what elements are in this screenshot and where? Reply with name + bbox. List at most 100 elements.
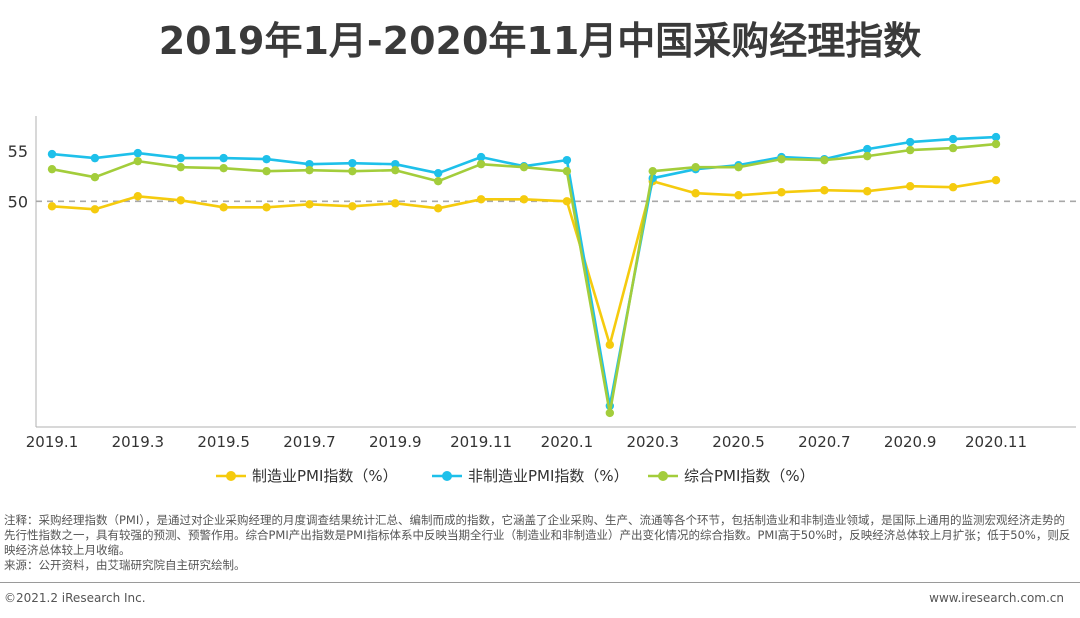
data-point[interactable] xyxy=(777,188,786,197)
legend[interactable]: 制造业PMI指数（%） 非制造业PMI指数（%） 综合PMI指数（%） xyxy=(216,467,815,485)
data-point[interactable] xyxy=(391,159,400,169)
data-point[interactable] xyxy=(863,187,872,196)
copyright-text: ©2021.2 iResearch Inc. xyxy=(4,591,146,605)
series-1 xyxy=(47,132,1001,411)
legend-item-0[interactable]: 制造业PMI指数（%） xyxy=(216,467,398,485)
data-point[interactable] xyxy=(391,199,400,208)
data-point[interactable] xyxy=(948,143,958,153)
data-point[interactable] xyxy=(691,189,700,198)
data-point[interactable] xyxy=(348,202,357,211)
notes: 注释：采购经理指数（PMI），是通过对企业采购经理的月度调查结果统计汇总、编制而… xyxy=(4,513,1076,573)
data-point[interactable] xyxy=(905,137,915,147)
legend-item-1[interactable]: 非制造业PMI指数（%） xyxy=(432,467,629,485)
data-point[interactable] xyxy=(777,154,786,164)
data-point[interactable] xyxy=(176,153,185,163)
data-point[interactable] xyxy=(348,166,357,176)
legend-marker xyxy=(442,471,452,481)
x-tick-label: 2020.7 xyxy=(798,433,851,451)
data-point[interactable] xyxy=(133,148,143,158)
legend-label: 非制造业PMI指数（%） xyxy=(468,467,629,485)
data-point[interactable] xyxy=(605,340,615,349)
data-point[interactable] xyxy=(820,186,829,195)
data-point[interactable] xyxy=(262,154,271,164)
x-tick-label: 2020.5 xyxy=(712,433,765,451)
series-2 xyxy=(47,139,1001,418)
data-point[interactable] xyxy=(219,203,228,212)
data-point[interactable] xyxy=(562,155,572,165)
data-point[interactable] xyxy=(562,166,572,176)
data-point[interactable] xyxy=(133,192,143,201)
series-line xyxy=(51,135,997,408)
data-point[interactable] xyxy=(433,204,443,213)
data-point[interactable] xyxy=(863,144,872,154)
legend-label: 制造业PMI指数（%） xyxy=(252,467,398,485)
data-point[interactable] xyxy=(433,168,443,178)
data-point[interactable] xyxy=(905,145,915,155)
y-tick-label: 50 xyxy=(8,192,28,211)
data-point[interactable] xyxy=(562,197,572,206)
data-point[interactable] xyxy=(734,191,743,200)
x-tick-label: 2019.3 xyxy=(112,433,165,451)
data-point[interactable] xyxy=(219,153,228,163)
data-point[interactable] xyxy=(348,158,357,168)
data-point[interactable] xyxy=(948,183,958,192)
data-point[interactable] xyxy=(262,166,271,176)
data-point[interactable] xyxy=(905,182,915,191)
legend-marker xyxy=(658,471,668,481)
series-group xyxy=(47,132,1001,418)
data-point[interactable] xyxy=(991,132,1001,142)
data-point[interactable] xyxy=(948,134,958,144)
data-point[interactable] xyxy=(90,172,100,182)
data-point[interactable] xyxy=(176,162,185,172)
x-tick-label: 2019.1 xyxy=(26,433,79,451)
data-point[interactable] xyxy=(605,408,615,418)
data-point[interactable] xyxy=(305,200,314,209)
x-tick-label: 2019.5 xyxy=(197,433,250,451)
data-point[interactable] xyxy=(519,162,529,172)
data-point[interactable] xyxy=(691,162,700,172)
data-point[interactable] xyxy=(991,139,1001,149)
data-point[interactable] xyxy=(90,205,100,214)
series-line xyxy=(51,178,997,347)
data-point[interactable] xyxy=(133,156,143,166)
data-point[interactable] xyxy=(176,196,185,205)
note-definition: 注释：采购经理指数（PMI），是通过对企业采购经理的月度调查结果统计汇总、编制而… xyxy=(4,513,1071,557)
x-tick-label: 2019.11 xyxy=(450,433,512,451)
x-tick-label: 2020.3 xyxy=(626,433,679,451)
legend-marker xyxy=(226,471,236,481)
data-point[interactable] xyxy=(262,203,271,212)
data-point[interactable] xyxy=(476,159,486,169)
data-point[interactable] xyxy=(648,166,657,176)
data-point[interactable] xyxy=(433,177,443,186)
data-point[interactable] xyxy=(305,159,314,169)
x-tick-label: 2020.11 xyxy=(965,433,1027,451)
data-point[interactable] xyxy=(863,151,872,161)
series-0 xyxy=(47,176,1001,349)
data-point[interactable] xyxy=(90,153,100,163)
y-axis-ticks: 50 55 xyxy=(8,142,28,211)
data-point[interactable] xyxy=(991,176,1001,185)
footer-divider xyxy=(0,582,1080,583)
data-point[interactable] xyxy=(47,164,57,174)
pmi-line-chart: 2019.1 2019.3 2019.5 2019.7 2019.9 2019.11 202… xyxy=(8,116,1076,485)
x-tick-label: 2019.7 xyxy=(283,433,336,451)
legend-item-2[interactable]: 综合PMI指数（%） xyxy=(648,467,815,485)
data-point[interactable] xyxy=(47,202,57,211)
data-point[interactable] xyxy=(391,165,400,175)
x-axis-ticks: 2019.1 2019.3 2019.5 2019.7 2019.9 2019.11 202… xyxy=(26,433,1027,451)
website-link[interactable]: www.iresearch.com.cn xyxy=(929,591,1064,605)
data-point[interactable] xyxy=(47,149,57,159)
data-point[interactable] xyxy=(219,163,228,173)
x-tick-label: 2020.9 xyxy=(884,433,937,451)
x-tick-label: 2020.1 xyxy=(541,433,594,451)
legend-label: 综合PMI指数（%） xyxy=(684,467,815,485)
axes xyxy=(35,116,1076,428)
data-point[interactable] xyxy=(476,195,486,204)
data-point[interactable] xyxy=(820,155,829,165)
x-tick-label: 2019.9 xyxy=(369,433,422,451)
data-point[interactable] xyxy=(305,165,314,175)
data-point[interactable] xyxy=(734,162,743,172)
y-tick-label: 55 xyxy=(8,142,28,161)
data-point[interactable] xyxy=(519,195,529,204)
data-point[interactable] xyxy=(476,152,486,162)
